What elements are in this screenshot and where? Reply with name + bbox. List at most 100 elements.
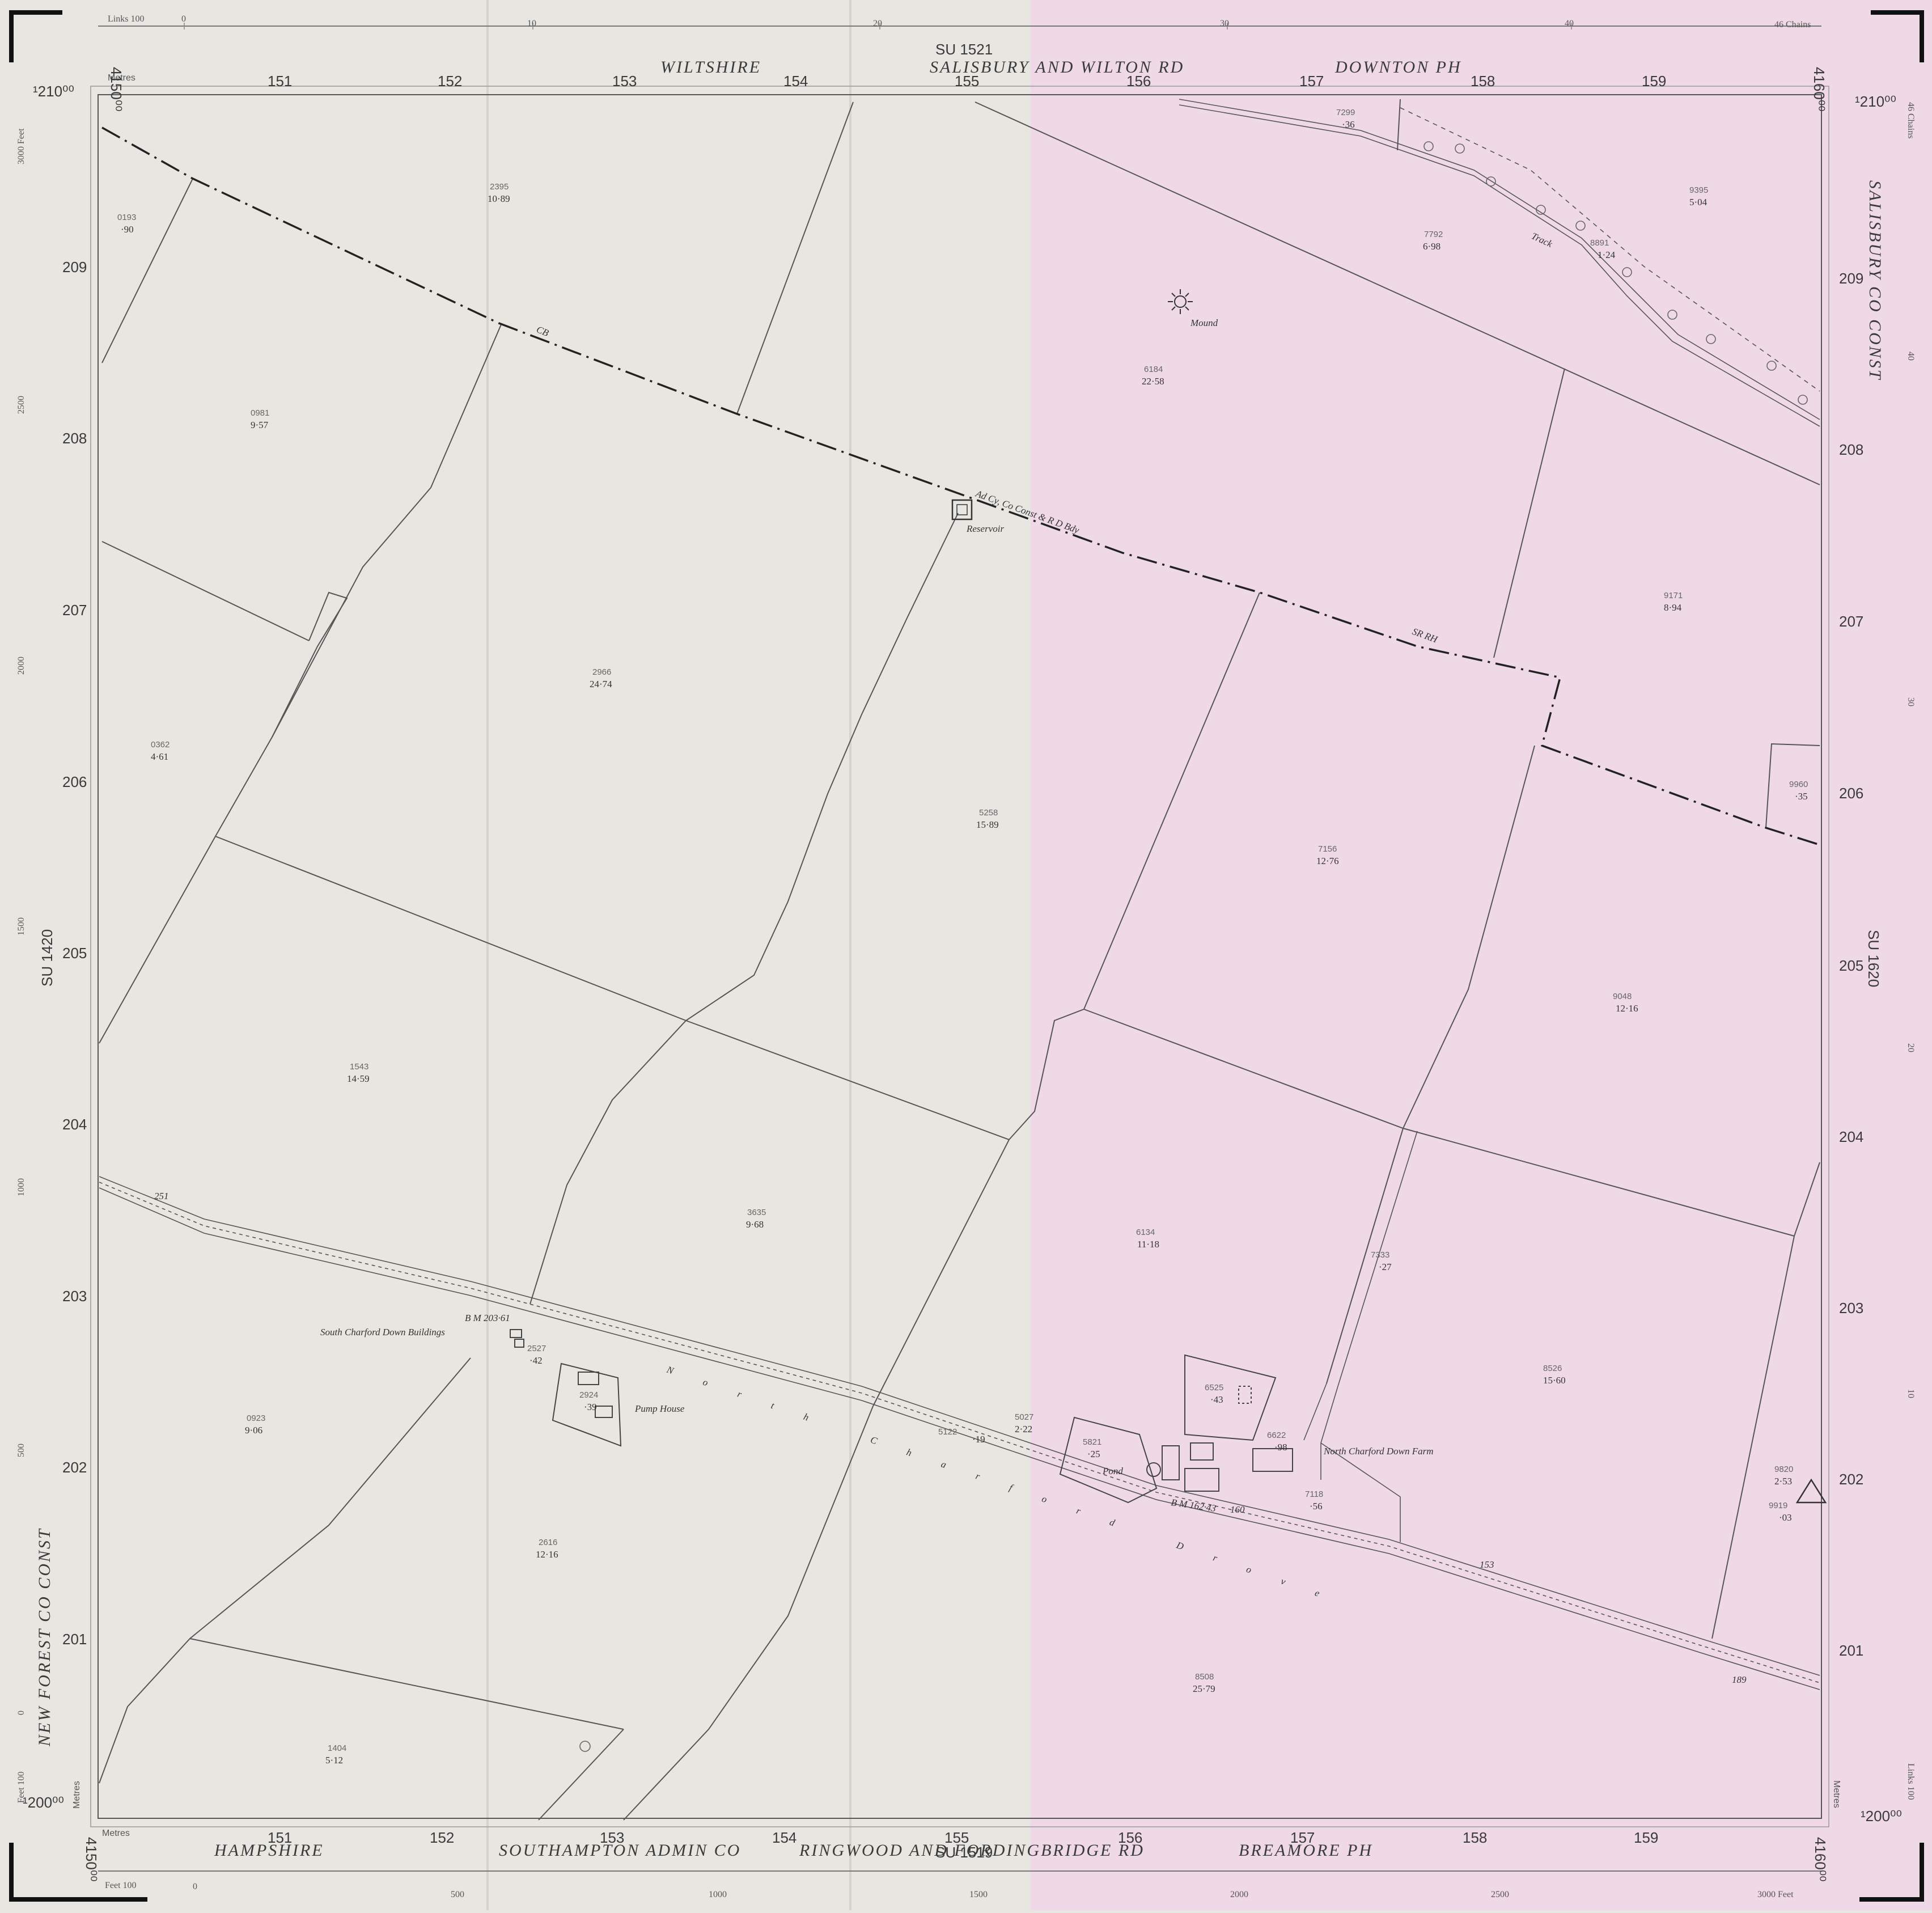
- parcel-number: 8526: [1543, 1364, 1562, 1373]
- sheet-ref-left: SU 1420: [39, 929, 56, 987]
- metres-label-bottom: Metres: [102, 1829, 130, 1838]
- farm-plot: [1184, 1354, 1277, 1441]
- right-links-20: 20: [1906, 1043, 1916, 1052]
- parcel-area: ·19: [972, 1434, 985, 1445]
- building: [1184, 1468, 1219, 1492]
- track-route: [1179, 99, 1820, 427]
- parcel-labels: 0193 ·90 2395 10·89 0981 9·57 2966 24·74…: [117, 108, 1808, 1766]
- parcel-area: ·56: [1310, 1501, 1323, 1512]
- building: [595, 1406, 613, 1418]
- left-feet-1500: 1500: [16, 917, 26, 936]
- parcel-number: 3635: [747, 1208, 766, 1217]
- parcel-number: 2966: [592, 667, 611, 677]
- northing-202-right: 202: [1839, 1471, 1863, 1488]
- triangulation-pillar-icon: [1795, 1478, 1827, 1504]
- parcel-area: 1·24: [1598, 249, 1616, 260]
- left-feet-3000: 3000 Feet: [16, 128, 26, 164]
- sheet-ref-top: SU 1521: [935, 41, 993, 58]
- parcel-number: 2527: [527, 1344, 546, 1353]
- parcel-number: 6622: [1267, 1430, 1286, 1440]
- parcel-area: 12·76: [1316, 856, 1339, 866]
- feet-tick-1000: 1000: [709, 1890, 727, 1899]
- parcel-area: 5·12: [325, 1755, 343, 1766]
- parcel-number: 6525: [1205, 1383, 1223, 1393]
- parcel-number: 6134: [1136, 1228, 1155, 1237]
- left-feet-1000: 1000: [16, 1178, 26, 1196]
- south-charford-label: South Charford Down Buildings: [320, 1327, 445, 1338]
- building: [1252, 1448, 1293, 1472]
- parcel-area: ·25: [1087, 1449, 1100, 1459]
- northing-204-left: 204: [62, 1116, 87, 1133]
- north-charford-drove: [99, 1176, 1820, 1690]
- county-boundary: [101, 126, 1820, 846]
- easting-156-bottom: 156: [1118, 1829, 1142, 1846]
- parcel-number: 8891: [1590, 238, 1609, 248]
- tree-icon: [1575, 221, 1586, 231]
- tree-icon: [1536, 205, 1546, 215]
- parcel-area: 15·89: [976, 819, 999, 830]
- links-scale-end: 46 Chains: [1774, 20, 1811, 29]
- parcel-area: ·42: [529, 1355, 543, 1366]
- left-feet-0: 0: [16, 1711, 26, 1715]
- admin-district-top: SALISBURY AND WILTON RD: [930, 58, 1184, 77]
- field-boundary: [538, 1729, 624, 1821]
- admin-parish-bottom: BREAMORE PH: [1239, 1841, 1373, 1860]
- drove-edge: [99, 1187, 1820, 1690]
- admin-county-bottom: HAMPSHIRE: [214, 1841, 324, 1860]
- links-tick-40: 40: [1565, 19, 1574, 28]
- easting-152-bottom: 152: [430, 1829, 454, 1846]
- track-edge: [1400, 107, 1820, 392]
- field-boundary: [189, 1638, 624, 1730]
- parcel-area: 22·58: [1142, 376, 1164, 387]
- track-edge: [1179, 99, 1820, 420]
- northing-209-left: 209: [62, 259, 87, 276]
- building: [1190, 1442, 1214, 1461]
- feet-scale-end: 3000 Feet: [1757, 1890, 1794, 1899]
- field-boundary: [529, 513, 959, 1305]
- northing-208-right: 208: [1839, 441, 1863, 458]
- admin-co-bottom: SOUTHAMPTON ADMIN CO: [499, 1841, 741, 1860]
- parcel-number: 0923: [247, 1413, 265, 1423]
- parcel-area: 12·16: [1616, 1003, 1638, 1014]
- corner-mark: [9, 10, 62, 62]
- left-feet-100: Feet 100: [16, 1771, 26, 1803]
- links-tick-30: 30: [1220, 19, 1229, 28]
- feet-scale-label: Feet 100: [105, 1881, 137, 1890]
- northing-203-left: 203: [62, 1288, 87, 1305]
- easting-153-bottom: 153: [600, 1829, 624, 1846]
- admin-const-right: SALISBURY CO CONST: [1866, 180, 1884, 381]
- parcel-number: 2924: [579, 1390, 598, 1400]
- parcel-area: 2·53: [1774, 1476, 1792, 1487]
- corner-easting-bl: 4150⁰⁰: [83, 1837, 100, 1882]
- easting-151-top: 151: [268, 73, 292, 90]
- reservoir-label: Reservoir: [966, 523, 1004, 534]
- easting-155-bottom: 155: [944, 1829, 969, 1846]
- parcel-area: ·36: [1342, 119, 1355, 130]
- tree-icon: [1455, 143, 1465, 154]
- easting-labels: 151 152 153 154 155 156 157 158 159 151 …: [268, 73, 1666, 1846]
- right-links-100: Links 100: [1906, 1763, 1916, 1800]
- parcel-area: 12·16: [536, 1549, 558, 1560]
- parcel-number: 1543: [350, 1062, 368, 1072]
- farm-lane: [1303, 1128, 1404, 1441]
- drove-centre: [99, 1182, 1820, 1683]
- mound-label: Mound: [1190, 318, 1218, 328]
- field-boundary: [272, 323, 502, 738]
- parcel-area: 4·61: [151, 751, 168, 762]
- sheet-ref-bottom: SU 1519: [935, 1844, 993, 1861]
- corner-easting-tr: 4160⁰⁰: [1811, 67, 1828, 112]
- easting-157-top: 157: [1299, 73, 1324, 90]
- easting-154-bottom: 154: [772, 1829, 796, 1846]
- parcel-area: 11·18: [1137, 1239, 1159, 1250]
- field-boundary: [1397, 99, 1401, 151]
- left-feet-500: 500: [16, 1444, 26, 1457]
- parcel-area: ·27: [1379, 1262, 1392, 1272]
- reservoir-inner: [956, 504, 968, 515]
- drove-edge: [99, 1176, 1820, 1676]
- parcel-number: 5122: [938, 1427, 957, 1437]
- parcel-number: 7156: [1318, 844, 1337, 854]
- metres-label-top: Metres: [108, 73, 135, 83]
- parcel-area: 9·06: [245, 1425, 262, 1436]
- sheet-ref-right: SU 1620: [1865, 930, 1882, 987]
- corner-mark: [1871, 10, 1924, 62]
